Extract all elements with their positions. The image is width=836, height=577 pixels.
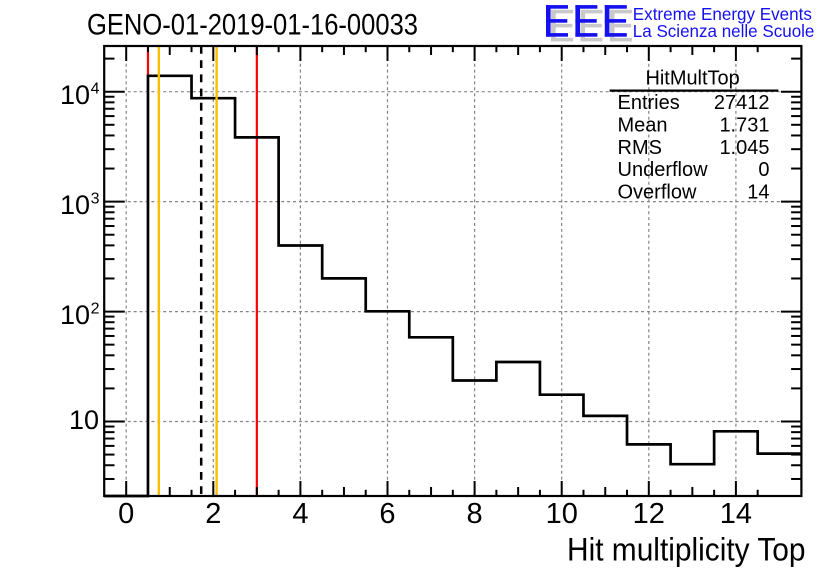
svg-text:3: 3 (91, 190, 100, 207)
svg-text:Mean: Mean (618, 115, 668, 137)
svg-text:0: 0 (758, 159, 769, 181)
svg-text:0: 0 (118, 498, 134, 530)
svg-text:10: 10 (60, 300, 90, 330)
svg-text:HitMultTop: HitMultTop (645, 68, 739, 90)
svg-text:6: 6 (379, 498, 395, 530)
svg-text:Underflow: Underflow (618, 159, 709, 181)
svg-text:Overflow: Overflow (618, 181, 697, 203)
svg-text:10: 10 (60, 80, 90, 110)
svg-text:10: 10 (546, 498, 578, 530)
svg-text:14: 14 (720, 498, 752, 530)
svg-text:8: 8 (467, 498, 483, 530)
svg-text:4: 4 (292, 498, 308, 530)
svg-text:2: 2 (205, 498, 221, 530)
svg-text:Hit multiplicity Top: Hit multiplicity Top (567, 532, 806, 568)
svg-text:RMS: RMS (618, 137, 662, 159)
svg-text:1.731: 1.731 (719, 115, 769, 137)
svg-text:12: 12 (633, 498, 665, 530)
svg-text:10: 10 (69, 405, 99, 435)
svg-text:27412: 27412 (714, 92, 770, 114)
svg-text:10: 10 (60, 190, 90, 220)
svg-text:4: 4 (91, 80, 100, 97)
svg-text:Extreme Energy Events: Extreme Energy Events (633, 4, 812, 24)
svg-text:Entries: Entries (618, 92, 680, 114)
svg-text:2: 2 (91, 300, 100, 317)
svg-text:1.045: 1.045 (719, 137, 769, 159)
svg-text:14: 14 (747, 181, 769, 203)
svg-text:La Scienza nelle Scuole: La Scienza nelle Scuole (633, 21, 815, 41)
svg-text:GENO-01-2019-01-16-00033: GENO-01-2019-01-16-00033 (87, 8, 418, 41)
